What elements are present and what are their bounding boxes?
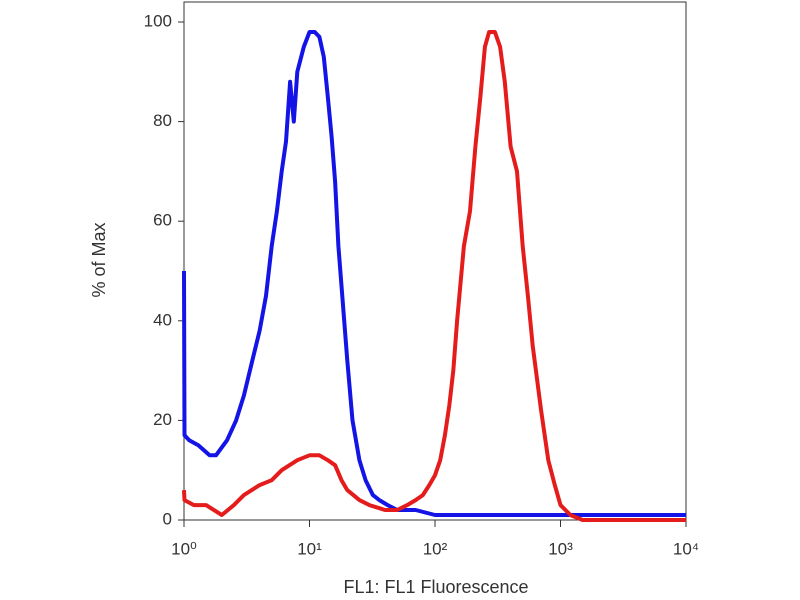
- series-line: [182, 30, 686, 517]
- x-tick-label: 10³: [548, 539, 573, 558]
- x-tick-label: 10⁴: [673, 539, 699, 558]
- y-tick-label: 60: [153, 211, 172, 230]
- x-tick-label: 10²: [423, 539, 448, 558]
- y-axis-title: % of Max: [89, 222, 109, 297]
- x-tick-label: 10⁰: [171, 539, 197, 558]
- y-tick-label: 100: [144, 11, 172, 30]
- plot-frame: [183, 1, 687, 521]
- y-tick-label: 20: [153, 410, 172, 429]
- y-tick-label: 40: [153, 310, 172, 329]
- y-tick-label: 0: [163, 509, 172, 528]
- x-tick-label: 10¹: [297, 539, 322, 558]
- series-line: [182, 30, 686, 522]
- x-axis-title: FL1: FL1 Fluorescence: [343, 577, 528, 597]
- y-tick-label: 80: [153, 111, 172, 130]
